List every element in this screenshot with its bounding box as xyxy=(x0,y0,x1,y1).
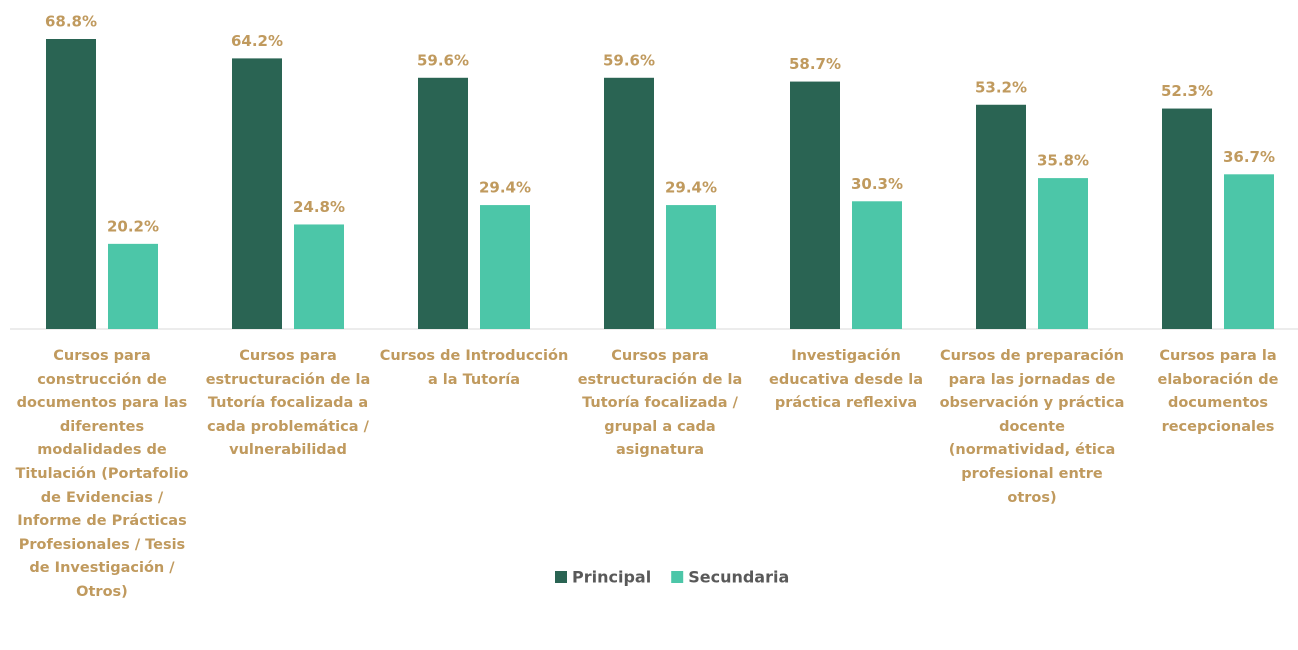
bar xyxy=(852,201,902,329)
x-tick-label: Cursos de Introducción a la Tutoría xyxy=(379,348,569,388)
bar xyxy=(46,39,96,329)
bar xyxy=(790,81,840,329)
legend-swatch xyxy=(671,571,684,583)
value-label: 29.4% xyxy=(665,179,717,197)
legend-label: Principal xyxy=(572,568,651,587)
bar xyxy=(108,243,158,329)
value-label: 68.8% xyxy=(45,13,97,31)
value-label: 29.4% xyxy=(479,179,531,197)
value-label: 58.7% xyxy=(789,55,841,73)
legend-swatch xyxy=(555,571,567,583)
value-label: 52.3% xyxy=(1161,82,1213,100)
bar xyxy=(480,205,530,329)
bar xyxy=(1224,174,1274,329)
x-tick-label: Cursos para estructuración de la Tutoría… xyxy=(577,348,743,459)
value-label: 35.8% xyxy=(1037,152,1089,170)
value-label: 20.2% xyxy=(107,217,159,235)
bar xyxy=(976,104,1026,329)
bar xyxy=(604,77,654,329)
x-tick-label: Cursos de preparación para las jornadas … xyxy=(939,348,1125,506)
x-tick-label: Cursos para la elaboración de documentos… xyxy=(1157,348,1279,435)
x-tick-label: Investigación educativa desde la práctic… xyxy=(769,348,923,412)
bar xyxy=(418,77,468,329)
value-label: 59.6% xyxy=(603,51,655,69)
bar xyxy=(666,205,716,329)
bar xyxy=(232,58,282,330)
value-label: 24.8% xyxy=(293,198,345,216)
bar xyxy=(1038,178,1088,329)
legend-label: Secundaria xyxy=(688,568,789,587)
value-label: 59.6% xyxy=(417,51,469,69)
x-tick-label: Cursos para estructuración de la Tutoría… xyxy=(205,348,371,459)
value-label: 36.7% xyxy=(1223,148,1275,166)
value-label: 53.2% xyxy=(975,78,1027,96)
bar xyxy=(294,224,344,329)
bar xyxy=(1162,108,1212,330)
value-label: 64.2% xyxy=(231,32,283,50)
value-label: 30.3% xyxy=(851,175,903,193)
x-tick-label: Cursos para construcción de documentos p… xyxy=(15,348,189,600)
